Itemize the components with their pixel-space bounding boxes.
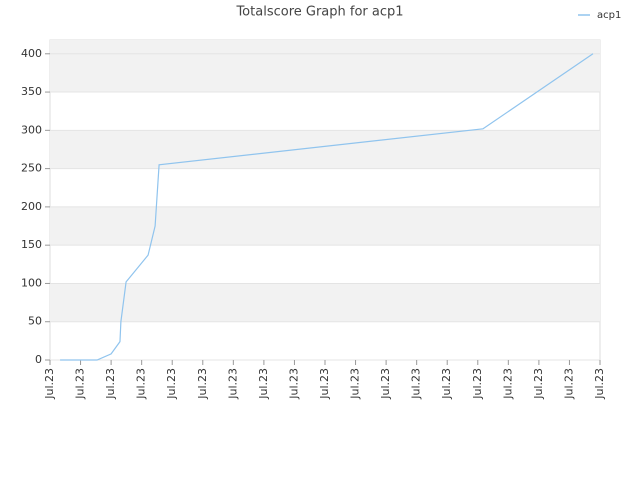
x-tick-label: Jul.23 [104,368,117,400]
x-tick-label: Jul.23 [226,368,239,400]
grid-band [50,283,600,322]
x-tick-label: Jul.23 [74,368,87,400]
x-tick-label: Jul.23 [379,368,392,400]
x-tick-label: Jul.23 [257,368,270,400]
legend-label: acp1 [597,10,621,21]
x-tick-label: Jul.23 [471,368,484,400]
y-tick-label: 0 [35,353,42,366]
x-tick-label: Jul.23 [135,368,148,400]
x-tick-label: Jul.23 [196,368,209,400]
y-tick-label: 300 [21,123,42,136]
y-tick-label: 200 [21,200,42,213]
y-tick-label: 350 [21,85,42,98]
y-tick-label: 150 [21,238,42,251]
y-tick-label: 400 [21,47,42,60]
grid-band [50,130,600,169]
grid-band [50,53,600,93]
x-tick-label: Jul.23 [165,368,178,400]
y-tick-label: 250 [21,162,42,175]
x-tick-label: Jul.23 [318,368,331,400]
y-tick-label: 50 [28,315,42,328]
x-tick-label: Jul.23 [287,368,300,400]
line-series [60,53,594,361]
x-tick-label: Jul.23 [593,368,606,400]
x-tick-label: Jul.23 [410,368,423,400]
grid-band [50,40,600,54]
chart-title: Totalscore Graph for acp1 [235,5,403,20]
x-tick-label: Jul.23 [532,368,545,400]
x-tick-label: Jul.23 [440,368,453,400]
y-tick-label: 100 [21,276,42,289]
x-tick-label: Jul.23 [501,368,514,400]
x-tick-label: Jul.23 [43,368,56,400]
x-tick-label: Jul.23 [562,368,575,400]
x-tick-label: Jul.23 [349,368,362,400]
grid-band [50,206,600,246]
